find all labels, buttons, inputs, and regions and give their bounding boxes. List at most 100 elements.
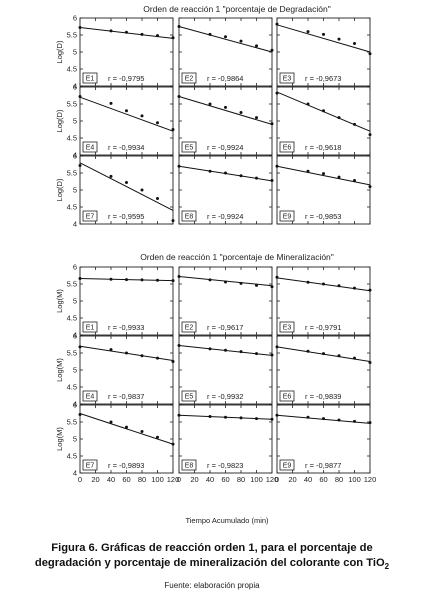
min-e7-xtick-label: 20	[91, 475, 99, 484]
deg-e1-ytick-label: 5.5	[67, 31, 77, 40]
deg-e5-data-point	[270, 122, 274, 126]
degradation-chart-title: Orden de reacción 1 "porcentaje de Degra…	[143, 4, 331, 14]
deg-e3-label-box	[279, 72, 295, 84]
figure-source: Fuente: elaboración propia	[164, 581, 260, 590]
min-e7-r-value: r = -0,9893	[108, 461, 144, 470]
deg-e2-data-point	[270, 48, 274, 52]
deg-e8-data-point	[177, 164, 181, 168]
min-e1-label-box	[82, 321, 98, 333]
min-e2-data-point	[255, 283, 258, 287]
min-e4-ytick-label: 5	[73, 366, 77, 375]
min-e7-label: E7	[86, 463, 95, 470]
min-e7-data-point	[171, 442, 175, 446]
min-e8-xtick-label: 20	[190, 475, 198, 484]
min-e3-data-point	[337, 284, 341, 288]
deg-e4-data-point	[171, 128, 175, 131]
min-e9-data-point	[306, 415, 310, 419]
min-e7-data-point	[125, 425, 128, 429]
min-e1-data-point	[140, 278, 144, 282]
min-e9-data-point	[353, 419, 356, 423]
min-e1-ytick-label: 4	[73, 331, 77, 340]
deg-e8-data-point	[239, 174, 243, 178]
min-e9-xtick-label: 120	[364, 475, 377, 484]
deg-e2-data-point	[224, 35, 227, 39]
min-e4-data-point	[156, 356, 159, 360]
min-e8-xtick-label: 0	[177, 475, 181, 484]
min-e1-data-point	[156, 278, 159, 282]
deg-e6-data-point	[275, 91, 279, 95]
min-e4-label-box	[82, 390, 98, 402]
min-e7-data-point	[78, 413, 82, 417]
min-e4-y-axis-label: Log(M)	[55, 358, 64, 382]
deg-e7-data-point	[140, 188, 144, 192]
min-e1-ytick-label: 4.5	[67, 314, 77, 323]
deg-e4-y-axis-label: Log(D)	[55, 109, 64, 132]
deg-e1-ytick-label: 6	[73, 14, 77, 23]
figure-caption-subscript: 2	[384, 562, 390, 572]
min-e5-data-point	[177, 344, 181, 348]
min-e2-data-point	[239, 281, 243, 285]
min-e4-data-point	[125, 351, 128, 355]
min-e5-r-value: r = -0,9932	[207, 392, 243, 401]
deg-e1-data-point	[140, 32, 144, 36]
deg-e7-fit-line	[79, 162, 174, 211]
min-e2-r-value: r = -0,9617	[207, 323, 243, 332]
min-e8-xtick-label: 80	[237, 475, 245, 484]
deg-e3-data-point	[306, 30, 310, 34]
deg-e7-data-point	[109, 174, 113, 178]
min-e7-ytick-label: 5	[73, 435, 77, 444]
min-e3-data-point	[368, 288, 372, 292]
min-e5-data-point	[239, 350, 243, 354]
min-e1-ytick-label: 6	[73, 263, 77, 272]
min-e7-ytick-label: 5.5	[67, 418, 77, 427]
deg-e7-ytick-label: 4	[73, 220, 77, 229]
deg-e7-r-value: r = -0,9595	[108, 212, 144, 221]
deg-e4-data-point	[109, 101, 113, 105]
deg-e6-r-value: r = -0,9618	[305, 143, 341, 152]
min-e7-data-point	[140, 430, 144, 434]
deg-e8-data-point	[208, 169, 212, 173]
deg-e9-label: E9	[283, 214, 292, 221]
deg-e5-data-point	[239, 111, 243, 114]
min-e2-data-point	[270, 285, 274, 289]
deg-e7-ytick-label: 6	[73, 152, 77, 161]
min-e4-data-point	[140, 354, 144, 358]
min-e4-ytick-label: 4	[73, 400, 77, 409]
min-e1-y-axis-label: Log(M)	[55, 289, 64, 313]
deg-e8-data-point	[255, 176, 258, 180]
deg-e3-label: E3	[283, 76, 292, 83]
deg-e4-r-value: r = -0,9934	[108, 143, 144, 152]
deg-e8-r-value: r = -0,9924	[207, 212, 243, 221]
deg-e2-data-point	[255, 44, 258, 48]
min-e8-xtick-label: 60	[221, 475, 229, 484]
deg-e5-fit-line	[178, 96, 273, 125]
min-e8-label-box	[181, 459, 197, 471]
min-e3-label: E3	[283, 325, 292, 332]
deg-e2-data-point	[208, 32, 212, 36]
min-e7-ytick-label: 4.5	[67, 452, 77, 461]
deg-e7-ytick-label: 5	[73, 186, 77, 195]
min-e2-label-box	[181, 321, 197, 333]
min-e9-data-point	[337, 418, 341, 422]
min-e1-data-point	[78, 277, 82, 281]
min-e1-ytick-label: 5.5	[67, 280, 77, 289]
deg-e7-data-point	[171, 219, 175, 223]
deg-e2-label: E2	[185, 76, 194, 83]
min-e7-xtick-label: 0	[78, 475, 82, 484]
min-e8-data-point	[224, 415, 227, 419]
figure-caption-line-2: degradación y porcentaje de mineralizaci…	[0, 556, 424, 574]
deg-e5-data-point	[208, 102, 212, 106]
deg-e9-label-box	[279, 210, 295, 222]
deg-e8-label-box	[181, 210, 197, 222]
deg-e7-label-box	[82, 210, 98, 222]
deg-e1-data-point	[125, 30, 128, 34]
mineralization-x-axis-label: Tiempo Acumulado (min)	[185, 516, 269, 525]
min-e4-ytick-label: 6	[73, 332, 77, 341]
min-e1-data-point	[125, 278, 128, 282]
min-e7-label-box	[82, 459, 98, 471]
min-e3-r-value: r = -0,9791	[305, 323, 341, 332]
deg-e7-data-point	[156, 197, 159, 200]
deg-e5-label: E5	[185, 145, 194, 152]
deg-e1-ytick-label: 4.5	[67, 65, 77, 74]
min-e7-xtick-label: 60	[122, 475, 130, 484]
